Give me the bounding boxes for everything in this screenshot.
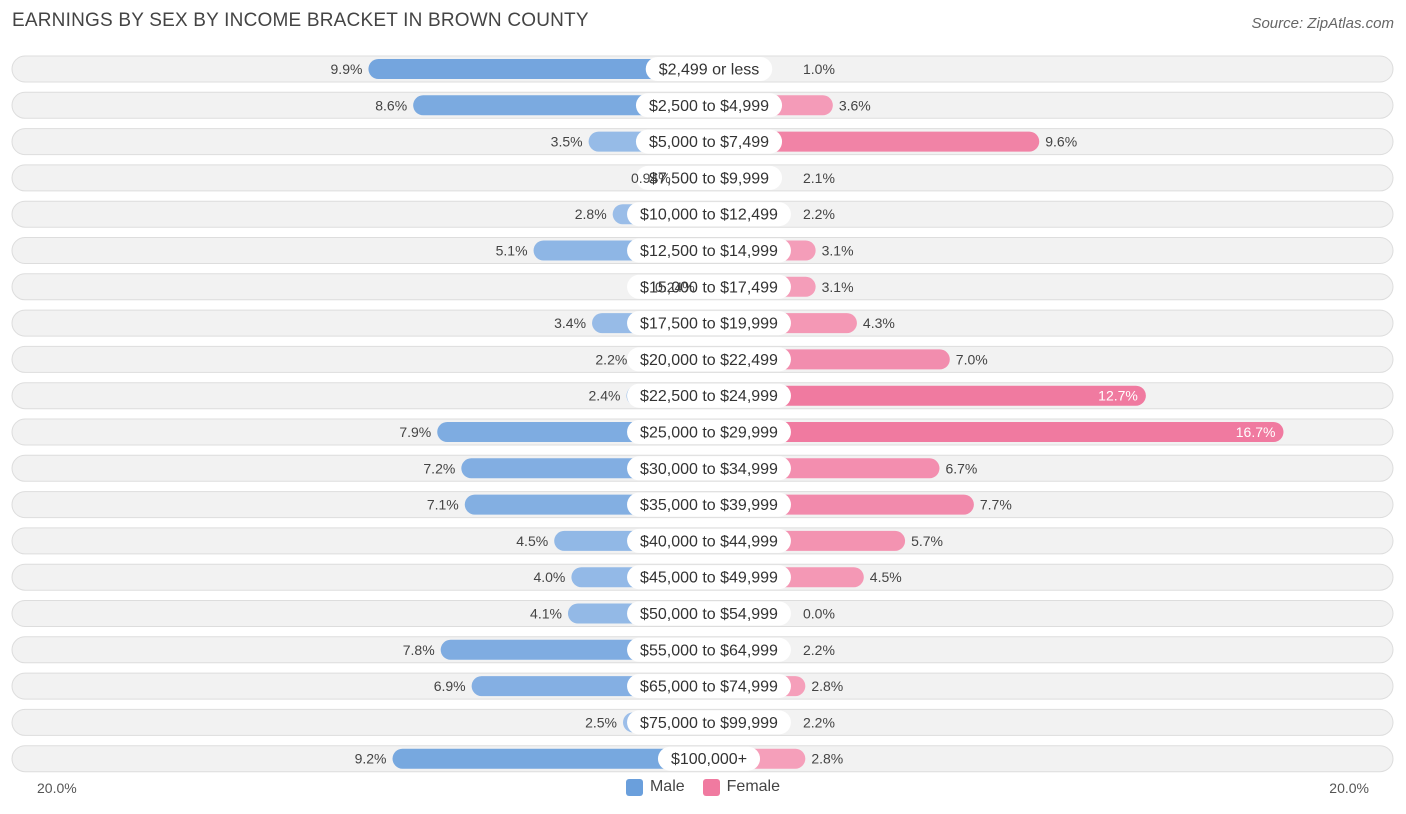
male-value-label: 9.2% [355, 751, 387, 767]
male-value-label: 2.8% [575, 206, 607, 222]
category-label: $25,000 to $29,999 [640, 425, 778, 442]
female-bar [699, 422, 1284, 442]
female-value-label: 0.0% [803, 606, 835, 622]
category-label: $75,000 to $99,999 [640, 715, 778, 732]
male-value-label: 8.6% [375, 97, 407, 113]
male-value-label: 2.4% [589, 388, 621, 404]
category-pill [627, 456, 791, 481]
female-value-label: 2.8% [811, 751, 843, 767]
female-value-label: 1.0% [803, 61, 835, 77]
legend-label-male: Male [649, 778, 685, 795]
female-value-label: 2.2% [803, 642, 835, 658]
female-value-label: 3.1% [822, 243, 854, 259]
category-pill [657, 746, 761, 771]
category-pill [627, 202, 791, 227]
male-value-label: 6.9% [434, 678, 466, 694]
category-label: $12,500 to $14,999 [640, 243, 778, 260]
legend-swatch-female [702, 778, 720, 796]
male-bar [392, 748, 719, 769]
female-value-label: 2.1% [803, 170, 835, 186]
male-value-label: 4.5% [516, 533, 548, 549]
category-label: $65,000 to $74,999 [640, 679, 778, 696]
female-value-label: 3.6% [839, 97, 871, 113]
male-value-label: 7.2% [423, 460, 455, 476]
female-value-label: 2.2% [803, 714, 835, 730]
legend-swatch-male [625, 778, 643, 796]
category-pill [627, 420, 791, 444]
category-pill [627, 710, 791, 735]
category-pill [627, 601, 791, 626]
category-pill [645, 57, 773, 81]
category-label: $2,499 or less [659, 62, 760, 79]
male-value-label: 7.1% [427, 497, 459, 513]
male-value-label: 2.2% [595, 351, 627, 367]
category-pill [627, 238, 791, 263]
category-label: $15,000 to $17,499 [640, 279, 778, 296]
male-value-label: 0.24% [655, 279, 695, 295]
category-label: $22,500 to $24,999 [640, 388, 778, 405]
category-pill [627, 347, 791, 372]
male-value-label: 5.1% [496, 243, 528, 259]
female-value-label: 7.0% [956, 351, 988, 367]
male-value-label: 7.9% [399, 424, 431, 440]
category-pill [627, 565, 791, 590]
category-label: $50,000 to $54,999 [640, 606, 778, 623]
male-value-label: 0.94% [631, 170, 671, 186]
category-pill [627, 311, 791, 336]
category-label: $10,000 to $12,499 [640, 207, 778, 224]
category-pill [635, 165, 783, 190]
legend-item-male[interactable]: Male [625, 778, 685, 796]
category-label: $30,000 to $34,999 [640, 461, 778, 478]
legend-item-female[interactable]: Female [702, 778, 781, 796]
female-value-label: 4.5% [870, 569, 902, 585]
female-value-label: 4.3% [863, 315, 895, 331]
category-label: $40,000 to $44,999 [640, 533, 778, 550]
source-note: Source: ZipAtlas.com [1251, 15, 1394, 32]
category-pill [635, 129, 783, 154]
legend: Male Female [0, 778, 1406, 796]
female-bar [699, 131, 1040, 152]
category-label: $5,000 to $7,499 [649, 134, 769, 151]
axis-right-label: 20.0% [1329, 780, 1369, 796]
category-pill [627, 274, 791, 299]
axis-left-label: 20.0% [37, 780, 77, 796]
category-label: $20,000 to $22,499 [640, 352, 778, 369]
category-pill [627, 383, 791, 408]
female-value-label: 7.7% [980, 497, 1012, 513]
chart-title: EARNINGS BY SEX BY INCOME BRACKET IN BRO… [12, 10, 589, 31]
female-value-label: 5.7% [911, 533, 943, 549]
category-label: $17,500 to $19,999 [640, 316, 778, 333]
category-pill [627, 674, 791, 699]
category-label: $55,000 to $64,999 [640, 642, 778, 659]
male-value-label: 3.5% [551, 134, 583, 150]
male-value-label: 4.0% [533, 569, 565, 585]
category-label: $7,500 to $9,999 [649, 170, 769, 187]
male-value-label: 4.1% [530, 606, 562, 622]
female-value-label: 2.8% [811, 678, 843, 694]
female-value-label: 2.2% [803, 206, 835, 222]
category-pill [627, 492, 791, 517]
category-label: $35,000 to $39,999 [640, 497, 778, 514]
male-value-label: 3.4% [554, 315, 586, 331]
male-value-label: 7.8% [403, 642, 435, 658]
female-value-label: 3.1% [822, 279, 854, 295]
category-label: $100,000+ [671, 751, 747, 768]
male-bar [368, 59, 719, 79]
female-value-label: 6.7% [945, 460, 977, 476]
category-label: $45,000 to $49,999 [640, 570, 778, 587]
category-pill [627, 528, 791, 553]
category-pill [635, 93, 783, 118]
female-bar [699, 385, 1146, 406]
female-value-label: 12.7% [1098, 388, 1138, 404]
category-pill [627, 637, 791, 662]
male-value-label: 9.9% [331, 61, 363, 77]
legend-label-female: Female [726, 778, 781, 795]
female-value-label: 16.7% [1236, 424, 1276, 440]
male-value-label: 2.5% [585, 714, 617, 730]
category-label: $2,500 to $4,999 [649, 98, 769, 115]
female-value-label: 9.6% [1045, 134, 1077, 150]
